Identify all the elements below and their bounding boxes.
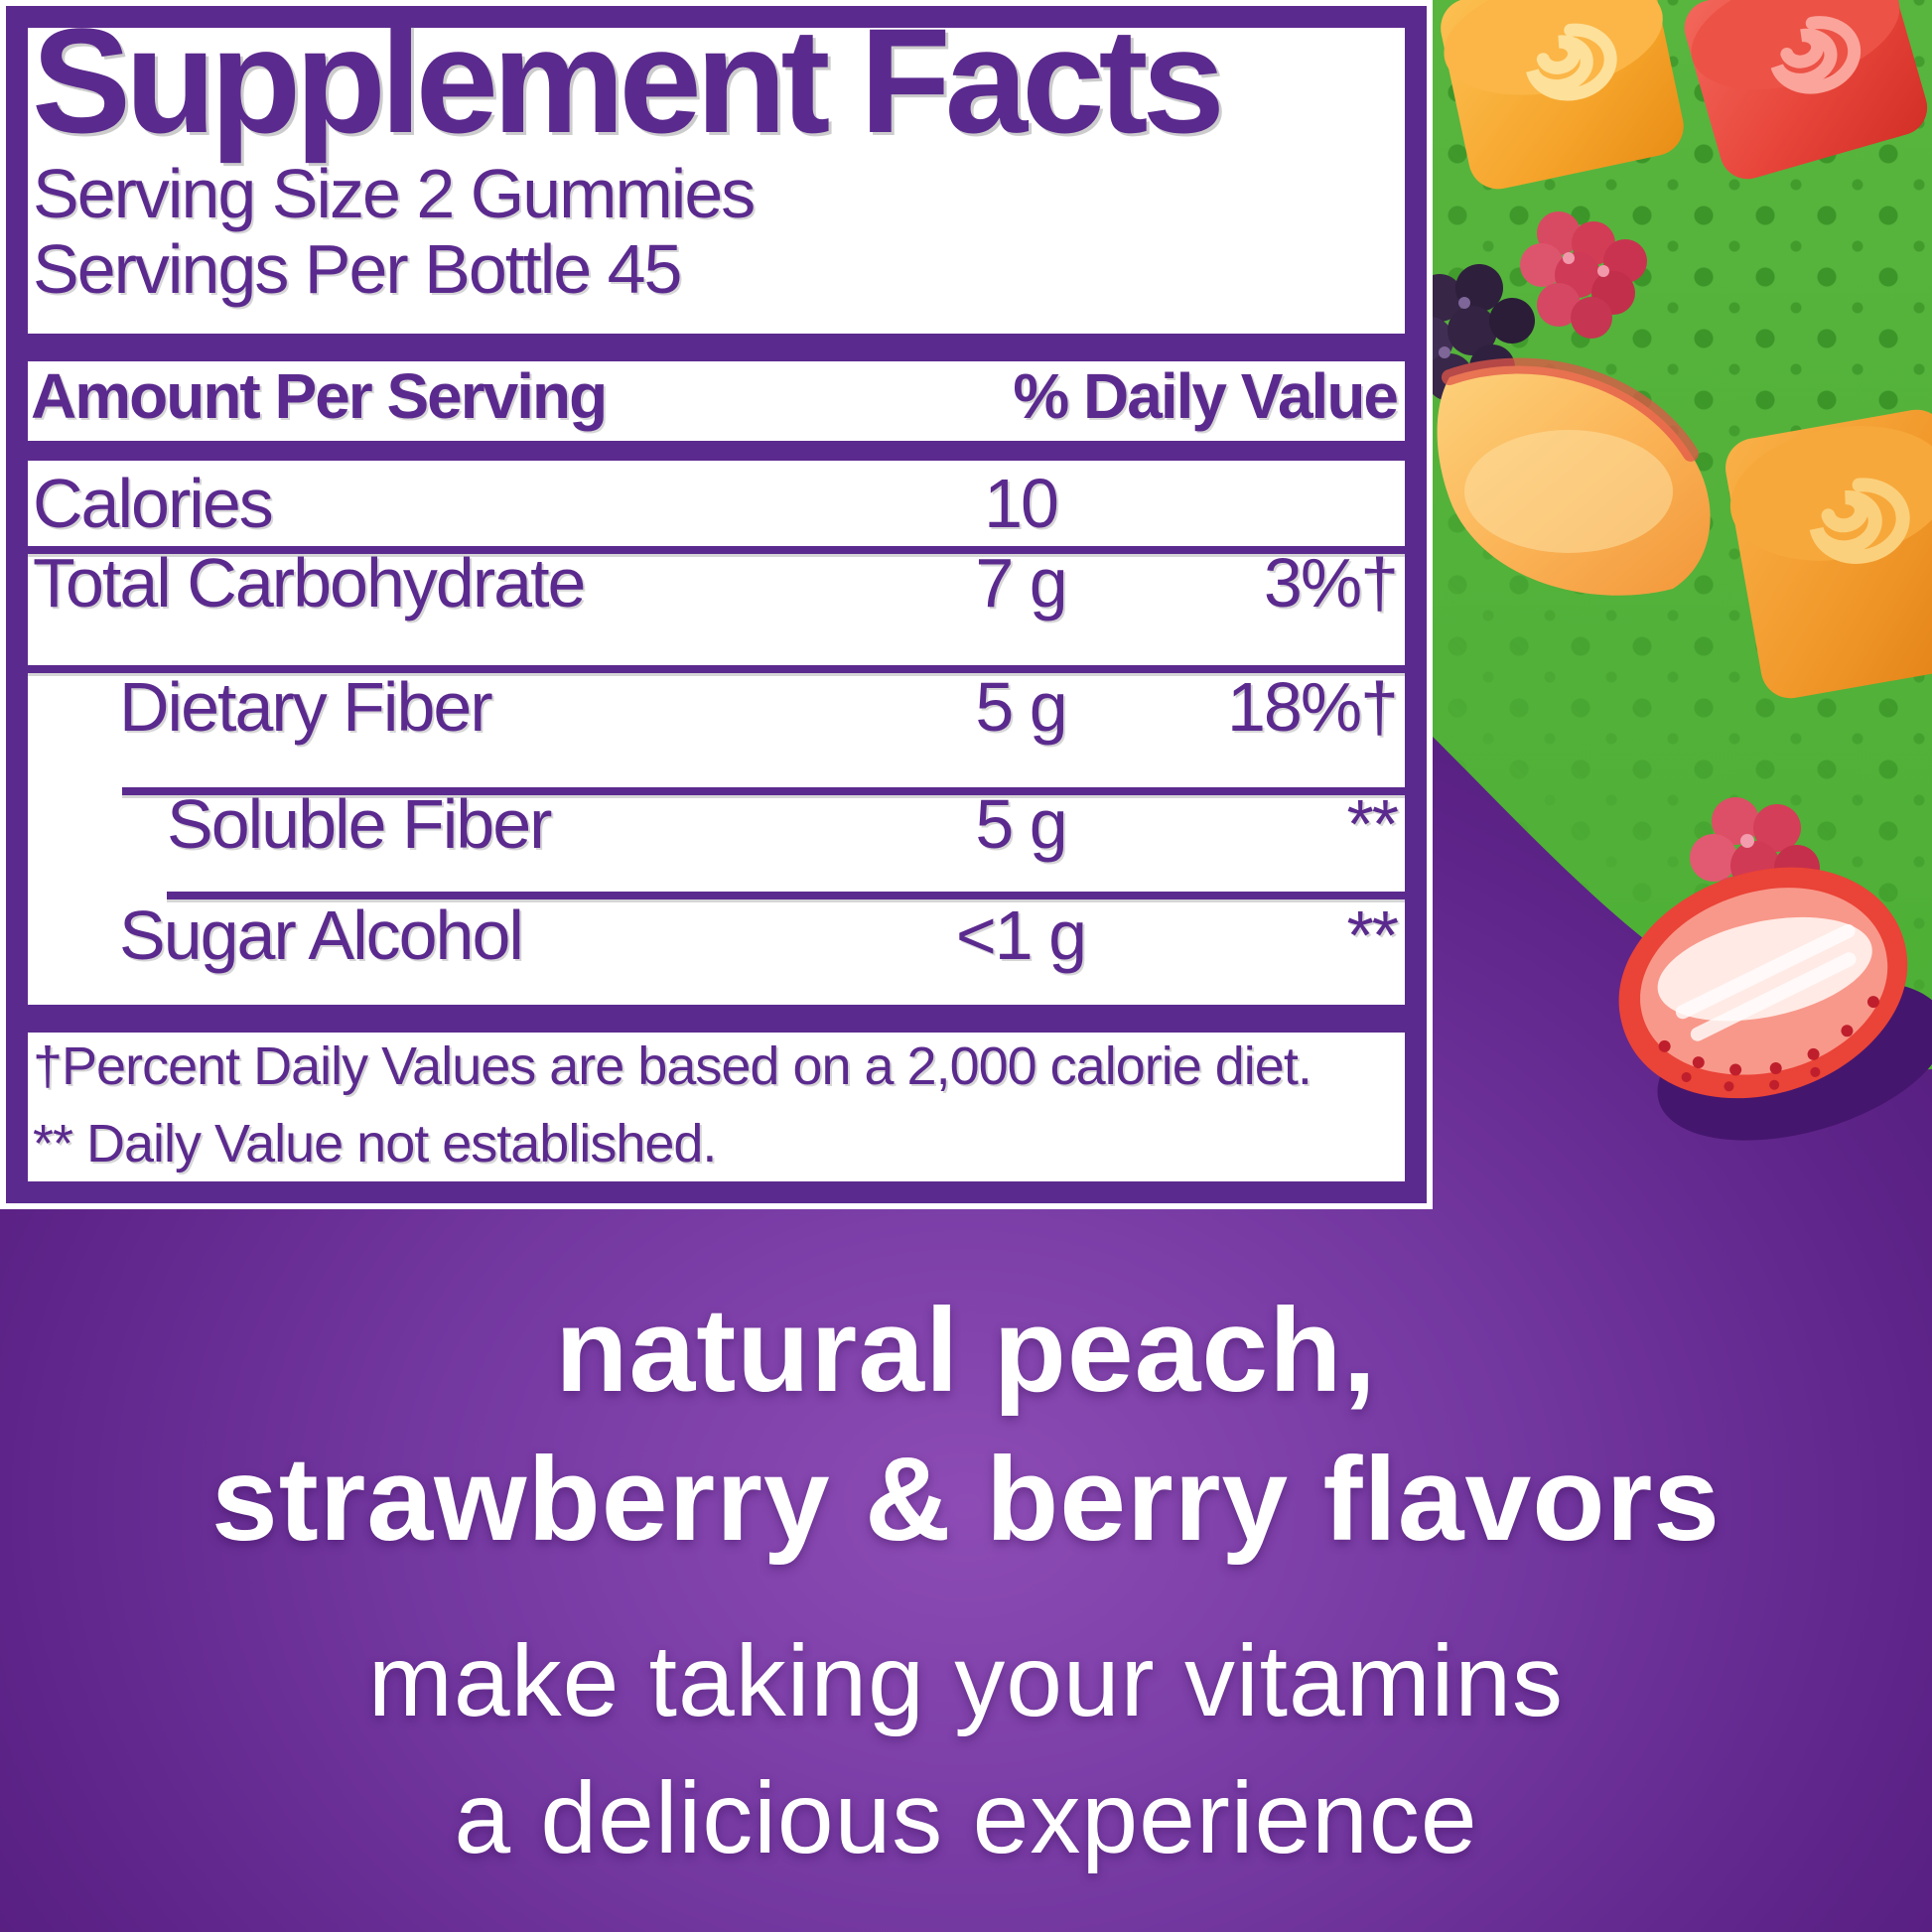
nutrient-daily-value: 18%† (1226, 668, 1399, 746)
raspberry-icon (1520, 211, 1647, 339)
nutrient-name: Total Carbohydrate (33, 544, 586, 621)
divider-bar-top (28, 334, 1405, 361)
nutrient-amount: 7 g (975, 544, 1067, 621)
nutrient-row: Soluble Fiber 5 g ** (28, 789, 1405, 869)
footnote-daily-value: †Percent Daily Values are based on a 2,0… (33, 1036, 1312, 1096)
serving-size-line: Serving Size 2 Gummies (33, 155, 756, 232)
nutrient-name: Calories (33, 465, 274, 542)
nutrient-daily-value: 3%† (1263, 544, 1399, 621)
nutrient-amount: 5 g (975, 668, 1067, 746)
nutrient-amount: 5 g (975, 785, 1067, 863)
footnote-not-established: ** Daily Value not established. (33, 1114, 717, 1173)
nutrient-daily-value: ** (1346, 785, 1399, 863)
nutrient-row: Total Carbohydrate 7 g 3%† (28, 548, 1405, 627)
supplement-facts-title: Supplement Facts (32, 0, 1225, 164)
nutrient-row: Dietary Fiber 5 g 18%† (28, 672, 1405, 752)
servings-per-bottle-line: Servings Per Bottle 45 (33, 230, 682, 308)
nutrient-amount: <1 g (955, 897, 1087, 974)
tagline-benefit-line-2: a delicious experience (454, 1761, 1478, 1874)
peach-slice-icon (1437, 357, 1711, 596)
row-divider (28, 546, 1405, 554)
row-divider (28, 665, 1405, 673)
nutrient-name: Dietary Fiber (119, 668, 493, 746)
nutrient-amount: 10 (984, 465, 1059, 542)
row-divider (167, 892, 1405, 899)
strawberry-icon (1618, 867, 1932, 1141)
nutrient-row: Sugar Alcohol <1 g ** (28, 900, 1405, 980)
red-gummy-icon (1684, 0, 1928, 180)
orange-gummy-icon (1441, 0, 1684, 190)
nutrient-name: Soluble Fiber (167, 785, 552, 863)
divider-bar-bottom (28, 1005, 1405, 1033)
orange-gummy-icon (1725, 409, 1932, 699)
nutrient-daily-value: ** (1346, 897, 1399, 974)
peach-berry-cluster-icon (1406, 211, 1711, 596)
supplement-facts-panel: Supplement Facts Serving Size 2 Gummies … (6, 6, 1427, 1203)
tagline-benefit-line-1: make taking your vitamins (367, 1624, 1565, 1737)
tagline-flavors-line-1: natural peach, (555, 1284, 1377, 1417)
row-divider (122, 787, 1405, 795)
divider-bar-header (28, 441, 1405, 461)
amount-per-serving-header: Amount Per Serving (31, 360, 608, 432)
nutrient-row: Calories 10 (28, 469, 1405, 548)
nutrient-name: Sugar Alcohol (119, 897, 524, 974)
tagline-flavors-line-2: strawberry & berry flavors (210, 1433, 1722, 1566)
daily-value-header: % Daily Value (1013, 360, 1399, 432)
